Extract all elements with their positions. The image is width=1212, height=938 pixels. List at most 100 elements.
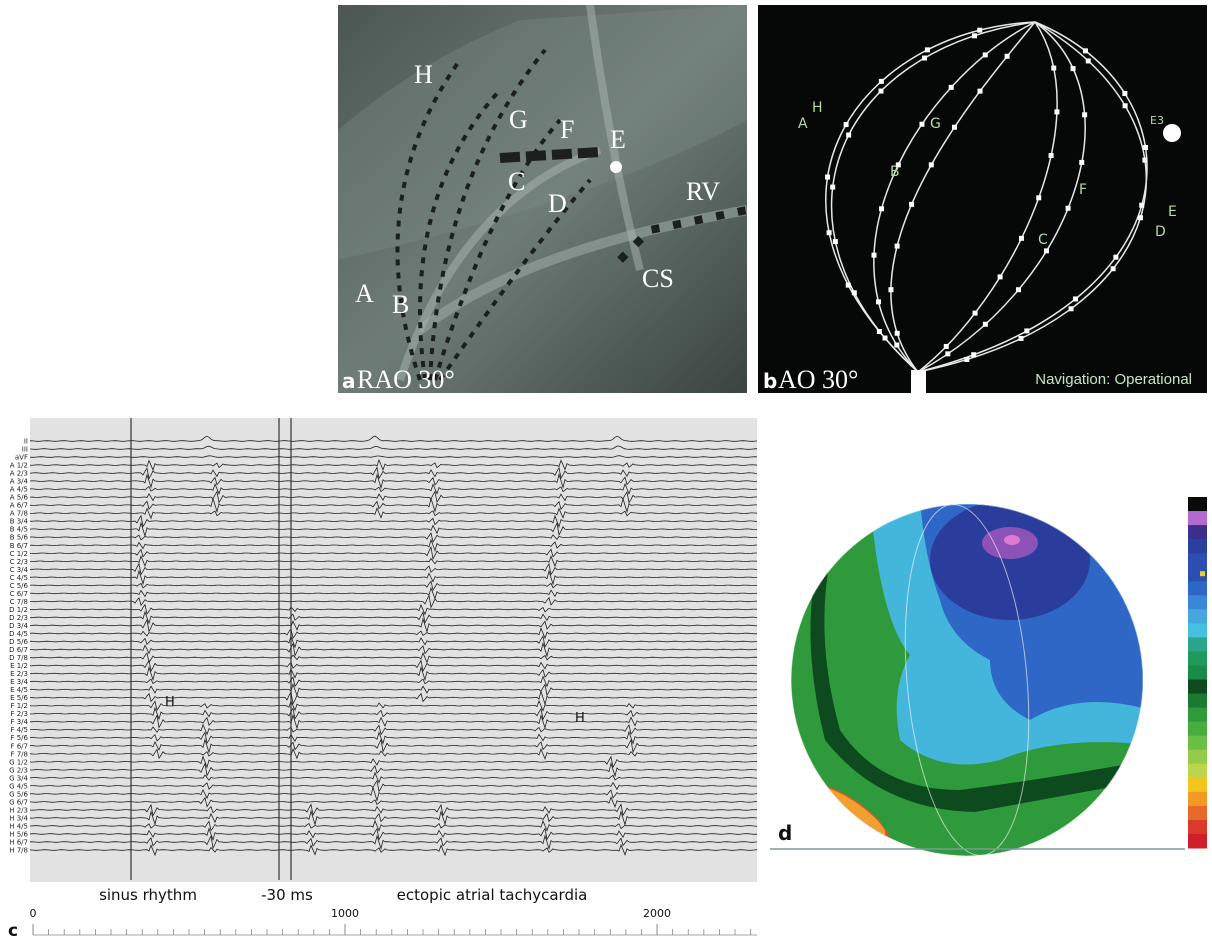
channel-label: C 3/4	[10, 566, 29, 574]
color-step	[1188, 694, 1207, 709]
electrode	[846, 132, 851, 137]
channel-label: G 3/4	[9, 774, 28, 782]
electrode	[945, 351, 950, 356]
electrode-label: F	[1079, 182, 1087, 198]
color-step	[1188, 665, 1207, 680]
channel-label: F 6/7	[10, 742, 28, 750]
electrode	[1123, 103, 1128, 108]
channel-label: A 2/3	[10, 470, 28, 478]
catheter-shaft	[911, 370, 926, 393]
channel-label: C 7/8	[10, 598, 28, 606]
color-step	[1188, 609, 1207, 624]
marker	[1163, 124, 1181, 142]
channel-label: A 7/8	[10, 510, 28, 518]
electrode	[1071, 66, 1076, 71]
channel-label: G 5/6	[9, 790, 28, 798]
panel-label: d	[778, 821, 792, 845]
electrode	[825, 175, 830, 180]
electrode	[1111, 266, 1116, 271]
electrode	[1019, 236, 1024, 241]
channel-label: A 6/7	[10, 502, 28, 510]
channel-label: A 4/5	[10, 486, 28, 494]
electrode	[895, 331, 900, 336]
channel-label: II	[24, 438, 28, 446]
channel-label: G 4/5	[9, 782, 28, 790]
color-step	[1188, 806, 1207, 821]
channel-label: C 1/2	[10, 550, 28, 558]
color-step	[1188, 581, 1207, 596]
electrode	[1143, 145, 1148, 150]
channel-label: D 2/3	[9, 614, 28, 622]
electrode	[852, 290, 857, 295]
electrode	[894, 343, 899, 348]
x-tick-label: 2000	[643, 907, 671, 920]
electrode	[1044, 248, 1049, 253]
channel-label: F 5/6	[10, 734, 28, 742]
electrode	[1049, 153, 1054, 158]
color-step	[1188, 778, 1207, 793]
electrode	[1139, 203, 1144, 208]
color-step	[1188, 595, 1207, 610]
view-label: AO 30°	[778, 365, 858, 394]
electrode	[1138, 215, 1143, 220]
channel-label: B 4/5	[10, 526, 28, 534]
color-step	[1188, 736, 1207, 751]
region	[1004, 535, 1020, 545]
segment-label: sinus rhythm	[99, 886, 197, 904]
electrode-label: E	[1168, 204, 1177, 220]
electrode	[1079, 160, 1084, 165]
channel-label: D 7/8	[9, 654, 28, 662]
figure: H G F E C D RV CS A B a RAO 30° A H G	[0, 0, 1212, 938]
panel-a: H G F E C D RV CS A B a RAO 30°	[338, 5, 747, 394]
electrode	[983, 322, 988, 327]
channel-label: C 6/7	[10, 590, 28, 598]
channel-label: F 2/3	[10, 710, 28, 718]
color-step	[1188, 497, 1207, 512]
marker	[610, 161, 622, 173]
electrode	[977, 89, 982, 94]
channel-label: D 1/2	[9, 606, 28, 614]
color-step	[1188, 553, 1207, 568]
electrode-label: C	[1038, 232, 1048, 248]
electrode-label: H	[812, 100, 823, 116]
segment-label: ectopic atrial tachycardia	[397, 886, 588, 904]
panel-c: H H sinus rhythm -30 ms ectopic atrial t…	[8, 418, 757, 938]
catheter-label: RV	[686, 177, 720, 206]
electrode	[1073, 296, 1078, 301]
electrode	[1082, 112, 1087, 117]
catheter-label: CS	[642, 264, 674, 293]
electrode	[878, 89, 883, 94]
electrode	[877, 329, 882, 334]
electrode	[929, 162, 934, 167]
electrode-label: A	[798, 116, 808, 132]
catheter-label: F	[560, 115, 574, 144]
channel-label: H 2/3	[9, 806, 28, 814]
electrode	[1016, 287, 1021, 292]
channel-label: III	[22, 446, 28, 454]
catheter-label: G	[509, 105, 528, 134]
channel-label: G 1/2	[9, 758, 28, 766]
channel-label: G 6/7	[9, 798, 28, 806]
electrode	[883, 336, 888, 341]
colorbar	[1188, 497, 1207, 849]
channel-label: D 5/6	[9, 638, 28, 646]
channel-label: G 2/3	[9, 766, 28, 774]
channel-label: C 5/6	[10, 582, 29, 590]
panel-label: c	[8, 921, 18, 938]
electrode	[1069, 306, 1074, 311]
channel-label: B 5/6	[10, 534, 29, 542]
channel-label: D 6/7	[9, 646, 28, 654]
color-step	[1188, 820, 1207, 835]
electrode	[972, 33, 977, 38]
electrode	[833, 239, 838, 244]
annotation: H	[575, 711, 585, 726]
electrode	[971, 352, 976, 357]
view-label: RAO 30°	[357, 365, 455, 394]
electrode	[1142, 158, 1147, 163]
catheter-label: B	[392, 290, 409, 319]
catheter-label: A	[355, 279, 374, 308]
color-step	[1188, 539, 1207, 554]
channel-label: C 4/5	[10, 574, 28, 582]
electrode	[827, 230, 832, 235]
